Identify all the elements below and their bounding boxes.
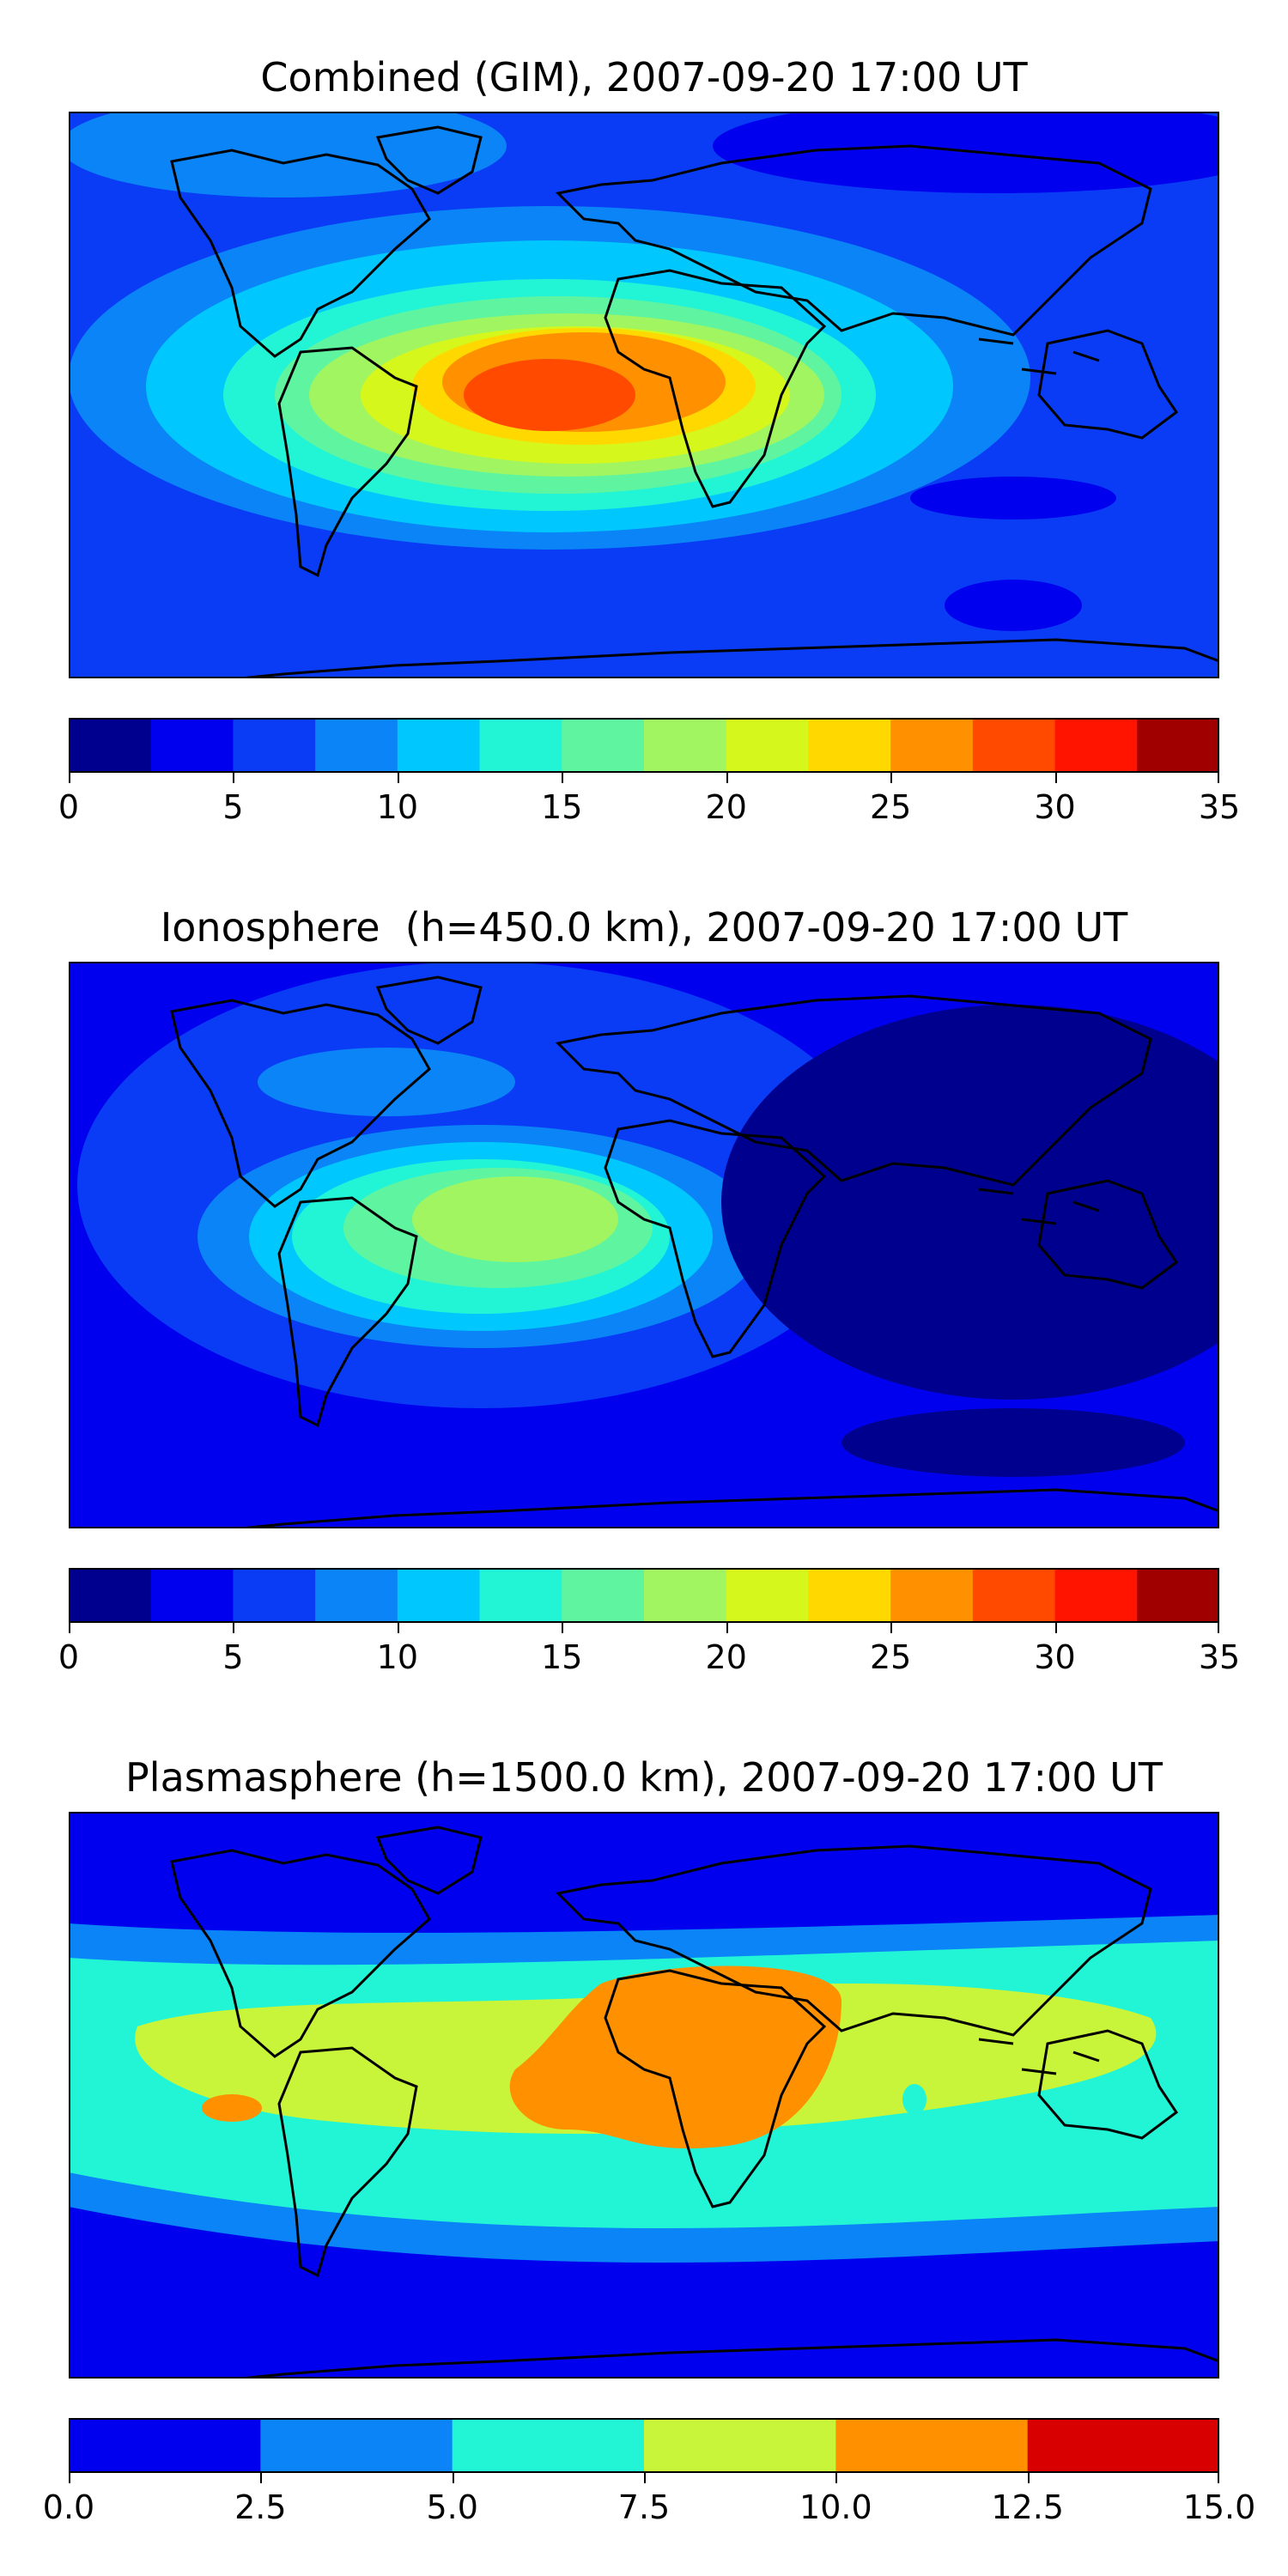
plasmasphere-tec-map xyxy=(69,1812,1219,2379)
colorbar-segment xyxy=(1027,2418,1219,2473)
colorbar-tick-label: 15 xyxy=(541,1638,583,1676)
colorbar-segment xyxy=(315,1568,398,1623)
colorbar-tick-label: 10 xyxy=(376,788,419,826)
colorbar-tick xyxy=(452,2473,454,2483)
colorbar-segment xyxy=(452,2418,645,2473)
colorbar-tick-label: 12.5 xyxy=(991,2488,1064,2526)
colorbar-tick xyxy=(562,1623,564,1633)
colorbar-segment xyxy=(644,1568,727,1623)
colorbar-tick-label: 25 xyxy=(869,788,912,826)
colorbar-tick xyxy=(835,2473,838,2483)
colorbar-tick xyxy=(1027,2473,1030,2483)
ionosphere-colorbar-ticks: 0 5 10 15 20 25 30 35 xyxy=(58,1623,1240,1683)
colorbar-segment xyxy=(1054,718,1138,773)
combined-colorbar-swatches xyxy=(69,718,1219,773)
colorbar-segment xyxy=(808,1568,891,1623)
colorbar-frame xyxy=(69,2418,1219,2473)
colorbar-tick xyxy=(890,1623,893,1633)
colorbar-tick-label: 2.5 xyxy=(234,2488,287,2526)
colorbar-tick-label: 35 xyxy=(1198,788,1241,826)
colorbar-tick xyxy=(726,1623,728,1633)
colorbar-segment xyxy=(808,718,891,773)
colorbar-tick-label: 25 xyxy=(869,1638,912,1676)
colorbar-tick-label: 0 xyxy=(58,1638,80,1676)
colorbar-tick xyxy=(726,773,728,783)
colorbar-segment xyxy=(479,1568,562,1623)
colorbar-tick xyxy=(233,773,235,783)
colorbar-segment xyxy=(150,1568,234,1623)
colorbar-tick xyxy=(644,2473,646,2483)
colorbar-tick-label: 30 xyxy=(1034,1638,1076,1676)
colorbar-segment xyxy=(233,1568,316,1623)
colorbar-tick xyxy=(69,2473,70,2483)
colorbar-tick-label: 5.0 xyxy=(426,2488,478,2526)
colorbar-tick xyxy=(1218,773,1219,783)
colorbar-segment xyxy=(562,718,645,773)
colorbar-tick-label: 15 xyxy=(541,788,583,826)
colorbar-segment xyxy=(69,1568,152,1623)
colorbar-segment xyxy=(890,1568,974,1623)
ionosphere-colorbar xyxy=(69,1568,1219,1623)
colorbar-frame xyxy=(69,718,1219,773)
colorbar-tick xyxy=(562,773,564,783)
plasmasphere-map-title: Plasmasphere (h=1500.0 km), 2007-09-20 1… xyxy=(125,1754,1163,1801)
colorbar-segment xyxy=(315,718,398,773)
colorbar-tick-label: 5 xyxy=(222,1638,244,1676)
colorbar-tick-label: 0 xyxy=(58,788,80,826)
colorbar-segment xyxy=(890,718,974,773)
colorbar-tick-label: 15.0 xyxy=(1182,2488,1256,2526)
colorbar-segment xyxy=(69,718,152,773)
colorbar-tick xyxy=(69,773,70,783)
colorbar-segment xyxy=(233,718,316,773)
colorbar-segment xyxy=(972,1568,1056,1623)
combined-map-title: Combined (GIM), 2007-09-20 17:00 UT xyxy=(260,54,1028,100)
colorbar-segment xyxy=(1054,1568,1138,1623)
colorbar-tick-label: 20 xyxy=(705,1638,747,1676)
colorbar-tick xyxy=(1054,773,1057,783)
colorbar-segment xyxy=(1137,1568,1219,1623)
ionosphere-map-title: Ionosphere (h=450.0 km), 2007-09-20 17:0… xyxy=(160,904,1128,951)
colorbar-tick xyxy=(397,773,399,783)
plasmasphere-colorbar-ticks: 0.0 2.5 5.0 7.5 10.0 12.5 15.0 xyxy=(43,2473,1255,2533)
colorbar-segment xyxy=(726,718,810,773)
colorbar-tick xyxy=(69,1623,70,1633)
colorbar-segment xyxy=(1137,718,1219,773)
ionosphere-colorbar-swatches xyxy=(69,1568,1219,1623)
ionosphere-tec-map xyxy=(69,962,1219,1528)
combined-colorbar-ticks: 0 5 10 15 20 25 30 35 xyxy=(58,773,1240,833)
colorbar-segment xyxy=(397,1568,481,1623)
colorbar-tick xyxy=(1218,1623,1219,1633)
colorbar-tick-label: 20 xyxy=(705,788,747,826)
colorbar-tick-label: 10 xyxy=(376,1638,419,1676)
colorbar-frame xyxy=(69,1568,1219,1623)
plasmasphere-colorbar-swatches xyxy=(69,2418,1219,2473)
colorbar-tick xyxy=(1218,2473,1219,2483)
combined-tec-map xyxy=(69,112,1219,678)
colorbar-tick-label: 30 xyxy=(1034,788,1076,826)
combined-colorbar xyxy=(69,718,1219,773)
colorbar-tick-label: 5 xyxy=(222,788,244,826)
colorbar-segment xyxy=(69,2418,261,2473)
colorbar-segment xyxy=(644,2418,836,2473)
colorbar-tick-label: 7.5 xyxy=(617,2488,671,2526)
colorbar-segment xyxy=(562,1568,645,1623)
colorbar-tick-label: 0.0 xyxy=(42,2488,95,2526)
colorbar-segment xyxy=(150,718,234,773)
colorbar-segment xyxy=(972,718,1056,773)
colorbar-tick xyxy=(397,1623,399,1633)
colorbar-tick xyxy=(890,773,893,783)
colorbar-tick-label: 35 xyxy=(1198,1638,1241,1676)
colorbar-segment xyxy=(397,718,481,773)
colorbar-tick xyxy=(1054,1623,1057,1633)
colorbar-tick-label: 10.0 xyxy=(799,2488,872,2526)
colorbar-segment xyxy=(479,718,562,773)
plasmasphere-colorbar xyxy=(69,2418,1219,2473)
colorbar-tick xyxy=(233,1623,235,1633)
colorbar-tick xyxy=(260,2473,263,2483)
colorbar-segment xyxy=(835,2418,1029,2473)
colorbar-segment xyxy=(726,1568,810,1623)
colorbar-segment xyxy=(644,718,727,773)
colorbar-segment xyxy=(260,2418,453,2473)
